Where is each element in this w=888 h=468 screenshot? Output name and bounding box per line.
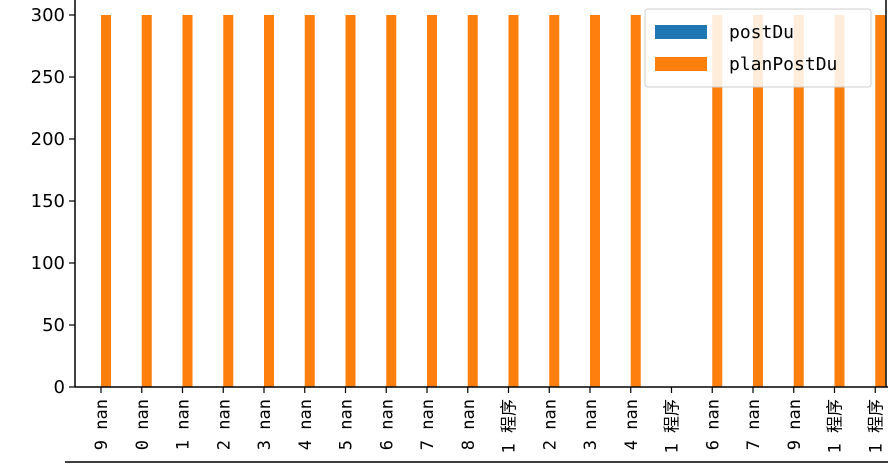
bar-planPostDu-11	[549, 15, 560, 387]
x-tick-label-2: 1 nan	[174, 399, 194, 450]
bar-planPostDu-7	[386, 15, 397, 387]
bar-planPostDu-19	[875, 15, 886, 387]
y-tick-label-100: 100	[31, 253, 65, 274]
legend: postDu planPostDu	[644, 8, 872, 88]
y-tick-label-200: 200	[31, 129, 65, 150]
bar-planPostDu-18	[834, 15, 845, 387]
legend-label-planPostDu: planPostDu	[729, 54, 837, 75]
bar-planPostDu-13	[630, 15, 641, 387]
bar-planPostDu-8	[427, 15, 437, 387]
legend-swatch-planPostDu	[655, 57, 707, 71]
x-tick-label-15: 6 nan	[703, 399, 723, 450]
bar-planPostDu-4	[264, 15, 274, 387]
legend-box	[644, 8, 872, 88]
bar-planPostDu-0	[101, 15, 111, 387]
x-tick-label-13: 4 nan	[622, 399, 642, 450]
bar-planPostDu-3	[223, 15, 234, 387]
x-tick-label-18: 1 程序	[826, 399, 846, 453]
x-tick-label-7: 6 nan	[377, 399, 397, 450]
bar-planPostDu-12	[590, 15, 600, 387]
x-tick-label-8: 7 nan	[418, 399, 438, 450]
bar-planPostDu-2	[182, 15, 193, 387]
legend-swatch-postDu	[655, 25, 707, 39]
x-tick-label-14: 1 程序	[663, 399, 683, 453]
plot-area	[101, 0, 887, 387]
bar-planPostDu-9	[467, 15, 478, 387]
x-tick-label-10: 1 程序	[500, 399, 520, 453]
x-tick-label-5: 4 nan	[296, 399, 316, 450]
y-tick-label-150: 150	[31, 191, 65, 212]
x-tick-label-0: 9 nan	[92, 399, 112, 450]
x-tick-label-9: 8 nan	[459, 399, 479, 450]
y-tick-label-0: 0	[54, 377, 65, 398]
bar-planPostDu-17	[793, 15, 804, 387]
x-tick-label-4: 3 nan	[255, 399, 275, 450]
bar-planPostDu-5	[304, 15, 315, 387]
bar-planPostDu-15	[712, 15, 723, 387]
x-tick-label-3: 2 nan	[214, 399, 234, 450]
x-tick-label-12: 3 nan	[581, 399, 601, 450]
x-tick-label-19: 1 程序	[866, 399, 886, 453]
x-tick-label-17: 9 nan	[785, 399, 805, 450]
bar-planPostDu-6	[345, 15, 356, 387]
x-tick-label-11: 2 nan	[540, 399, 560, 450]
bar-planPostDu-16	[753, 15, 763, 387]
x-tick-label-16: 7 nan	[744, 399, 764, 450]
y-axis: 0 50 100 150 200 250 300	[31, 0, 76, 398]
x-tick-label-1: 0 nan	[133, 399, 153, 450]
bar-planPostDu-10	[508, 15, 519, 387]
y-tick-label-50: 50	[42, 315, 65, 336]
y-tick-label-250: 250	[31, 67, 65, 88]
x-tick-label-6: 5 nan	[337, 399, 357, 450]
y-tick-label-300: 300	[31, 5, 65, 26]
legend-label-postDu: postDu	[729, 22, 794, 43]
x-axis: 9 nan 0 nan 1 nan 2 nan 3 nan 4 nan 5 nan 6 nan…	[65, 386, 888, 463]
bar-planPostDu-1	[141, 15, 152, 387]
